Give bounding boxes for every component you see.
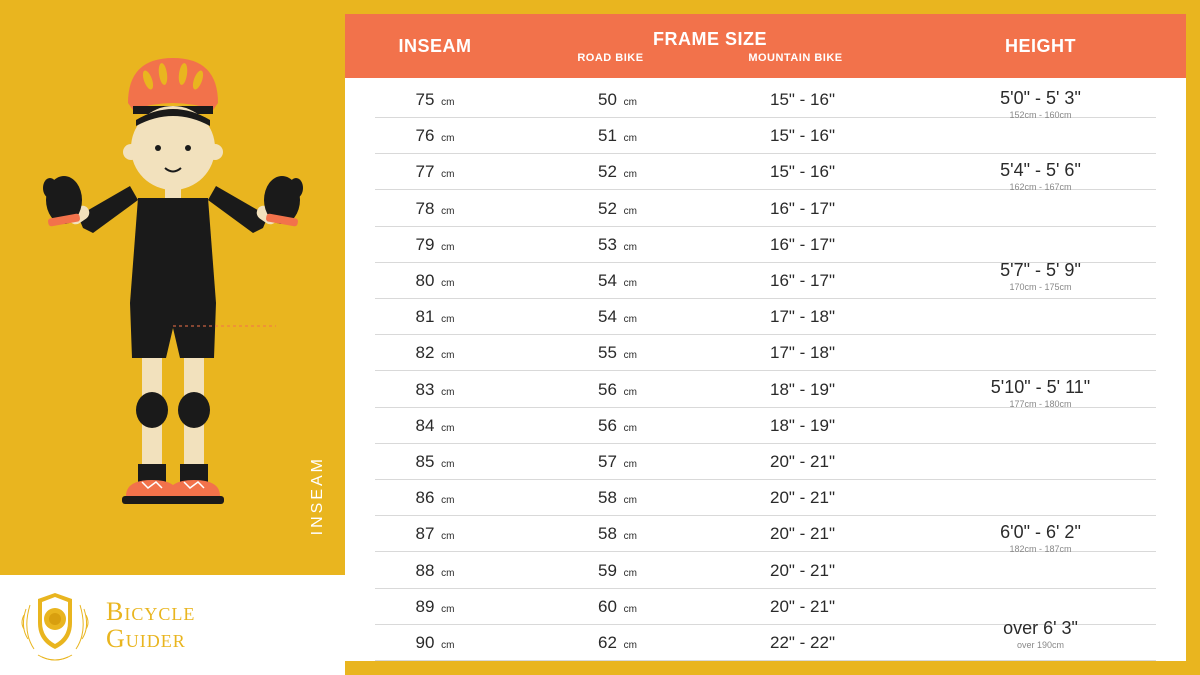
logo-text: Bicycle Guider [106,598,195,653]
cell-mtn: 16" - 17" [710,199,895,219]
cell-mtn: 16" - 17" [710,235,895,255]
cyclist-illustration: INSEAM [0,0,345,575]
height-group: over 6' 3"over 190cm [895,618,1186,650]
height-main: 5'7" - 5' 9" [895,260,1186,281]
header-frame: FRAME SIZE ROAD BIKE MOUNTAIN BIKE [525,29,895,64]
height-main: 6'0" - 6' 2" [895,522,1186,543]
cell-mtn: 17" - 18" [710,343,895,363]
cell-mtn: 17" - 18" [710,307,895,327]
height-sub: 182cm - 187cm [895,544,1186,554]
table-body: 75 cm50 cm15" - 16"76 cm51 cm15" - 16"77… [345,78,1186,661]
cell-inseam: 88 cm [345,561,525,581]
cell-inseam: 90 cm [345,633,525,653]
height-group: 5'10" - 5' 11"177cm - 180cm [895,377,1186,409]
height-main: 5'4" - 5' 6" [895,160,1186,181]
cell-inseam: 82 cm [345,343,525,363]
height-column: 5'0" - 5' 3"152cm - 160cm 5'4" - 5' 6"162… [895,82,1186,661]
logo-line1: Bicycle [106,598,195,625]
cell-road: 55 cm [525,343,710,363]
cell-road: 52 cm [525,199,710,219]
cell-road: 58 cm [525,488,710,508]
cell-mtn: 22" - 22" [710,633,895,653]
height-group: 5'7" - 5' 9"170cm - 175cm [895,260,1186,292]
cell-inseam: 84 cm [345,416,525,436]
height-main: 5'0" - 5' 3" [895,88,1186,109]
cell-inseam: 78 cm [345,199,525,219]
cell-mtn: 15" - 16" [710,162,895,182]
height-group: 5'0" - 5' 3"152cm - 160cm [895,88,1186,120]
cell-road: 60 cm [525,597,710,617]
height-sub: 162cm - 167cm [895,182,1186,192]
left-panel: INSEAM Bicycle Guider [0,0,345,675]
cell-road: 62 cm [525,633,710,653]
height-group: 5'4" - 5' 6"162cm - 167cm [895,160,1186,192]
cell-mtn: 20" - 21" [710,524,895,544]
cell-inseam: 86 cm [345,488,525,508]
cell-road: 52 cm [525,162,710,182]
logo-line2: Guider [106,625,195,652]
cell-mtn: 20" - 21" [710,561,895,581]
cell-road: 56 cm [525,416,710,436]
cell-inseam: 85 cm [345,452,525,472]
cell-road: 54 cm [525,307,710,327]
cell-mtn: 18" - 19" [710,380,895,400]
cell-mtn: 15" - 16" [710,126,895,146]
height-group: 6'0" - 6' 2"182cm - 187cm [895,522,1186,554]
height-sub: 177cm - 180cm [895,399,1186,409]
size-table: INSEAM FRAME SIZE ROAD BIKE MOUNTAIN BIK… [345,0,1200,675]
cyclist-icon [38,48,308,528]
height-sub: over 190cm [895,640,1186,650]
inseam-vertical-label: INSEAM [309,456,327,535]
cell-road: 59 cm [525,561,710,581]
cell-road: 56 cm [525,380,710,400]
header-frame-main: FRAME SIZE [525,29,895,50]
height-main: 5'10" - 5' 11" [895,377,1186,398]
cell-inseam: 79 cm [345,235,525,255]
header-mtn: MOUNTAIN BIKE [748,52,842,64]
cell-road: 51 cm [525,126,710,146]
header-inseam: INSEAM [345,36,525,57]
header-height: HEIGHT [895,36,1186,57]
cell-inseam: 75 cm [345,90,525,110]
cell-mtn: 16" - 17" [710,271,895,291]
cell-inseam: 89 cm [345,597,525,617]
height-main: over 6' 3" [895,618,1186,639]
cell-inseam: 83 cm [345,380,525,400]
cell-inseam: 80 cm [345,271,525,291]
shield-logo-icon [18,585,92,665]
cell-inseam: 76 cm [345,126,525,146]
height-sub: 170cm - 175cm [895,282,1186,292]
cell-mtn: 20" - 21" [710,452,895,472]
cell-inseam: 87 cm [345,524,525,544]
cell-mtn: 15" - 16" [710,90,895,110]
cell-road: 50 cm [525,90,710,110]
height-sub: 152cm - 160cm [895,110,1186,120]
cell-road: 54 cm [525,271,710,291]
table-header: INSEAM FRAME SIZE ROAD BIKE MOUNTAIN BIK… [345,14,1186,78]
cell-mtn: 18" - 19" [710,416,895,436]
cell-inseam: 77 cm [345,162,525,182]
cell-road: 58 cm [525,524,710,544]
cell-road: 57 cm [525,452,710,472]
logo-area: Bicycle Guider [0,575,345,675]
cell-mtn: 20" - 21" [710,597,895,617]
cell-inseam: 81 cm [345,307,525,327]
cell-road: 53 cm [525,235,710,255]
header-road: ROAD BIKE [577,52,643,64]
cell-mtn: 20" - 21" [710,488,895,508]
